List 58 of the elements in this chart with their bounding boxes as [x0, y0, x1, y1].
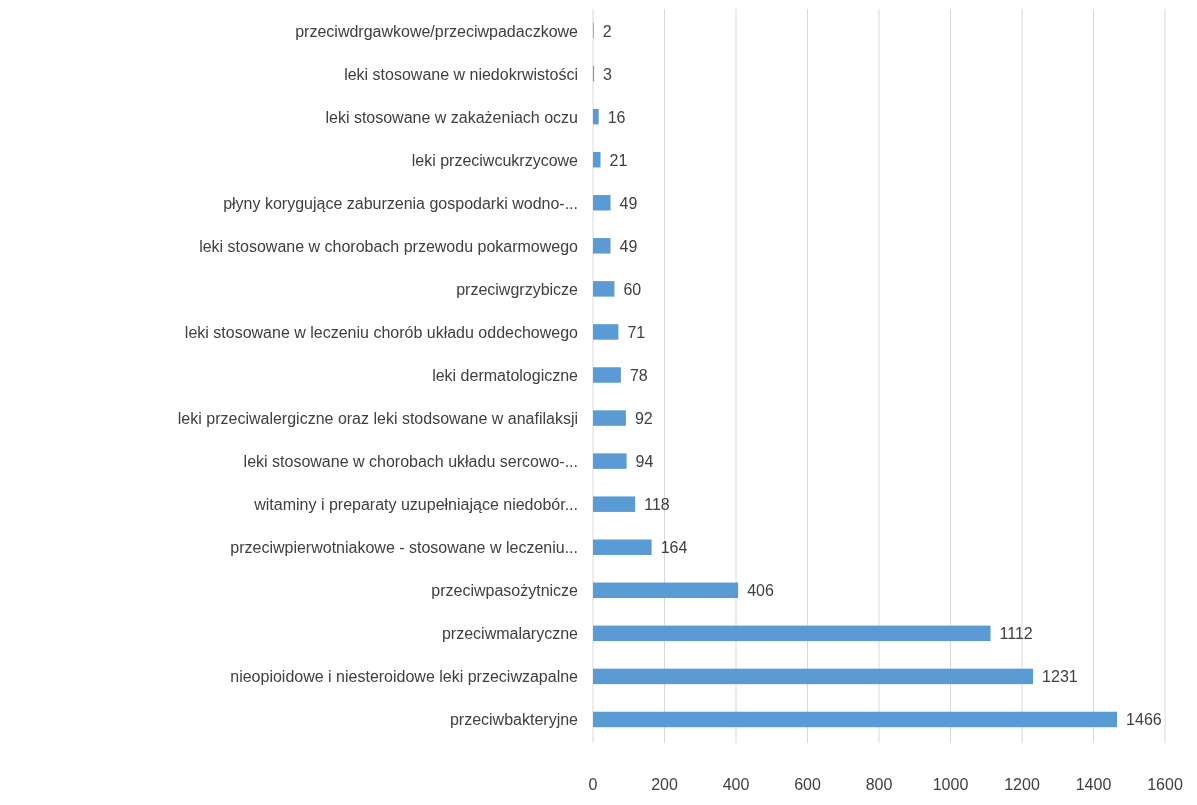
data-label: 21	[609, 151, 628, 169]
y-tick-label: leki stosowane w zakażeniach oczu	[325, 108, 578, 126]
y-tick-label: przeciwgrzybicze	[456, 280, 579, 298]
bar	[593, 367, 621, 383]
x-tick-label: 1400	[1075, 776, 1112, 793]
y-tick-label: leki dermatologiczne	[432, 367, 579, 384]
bar	[593, 625, 991, 642]
data-label: 3	[603, 65, 613, 83]
bar	[593, 668, 1034, 685]
bar	[593, 324, 619, 340]
x-tick-label: 0	[588, 776, 598, 793]
data-label: 1466	[1126, 711, 1162, 729]
data-label: 406	[747, 582, 774, 600]
data-label: 49	[619, 237, 638, 255]
data-label: 49	[619, 194, 638, 212]
x-tick-label: 200	[651, 776, 678, 793]
y-tick-label: przeciwpasożytnicze	[431, 582, 579, 600]
y-tick-label: witaminy i preparaty uzupełniające niedobór...	[253, 496, 578, 514]
data-label: 92	[634, 410, 653, 428]
data-label: 1231	[1042, 668, 1078, 686]
data-label: 71	[627, 323, 646, 341]
x-tick-label: 800	[865, 776, 893, 793]
y-tick-label: przeciwdrgawkowe/przeciwpadaczkowe	[295, 22, 579, 40]
y-tick-label: leki stosowane w niedokrwistości	[344, 65, 578, 83]
bar	[593, 453, 627, 469]
bar	[593, 281, 615, 297]
data-label: 164	[660, 539, 688, 557]
data-label: 2	[602, 22, 612, 40]
bar	[593, 496, 636, 512]
data-label: 16	[607, 108, 626, 126]
y-tick-label: płyny korygujące zaburzenia gospodarki wodno-...	[223, 194, 578, 212]
y-tick-label: leki stosowane w chorobach układu sercowo-...	[243, 453, 578, 471]
x-tick-label: 600	[794, 776, 821, 793]
x-tick-label: 1200	[1004, 776, 1040, 793]
y-tick-label: leki przeciwalergiczne oraz leki stodsowane w anafilaksji	[177, 410, 578, 428]
bar	[593, 539, 652, 555]
bar	[593, 108, 599, 125]
bar	[593, 711, 1118, 728]
y-tick-label: leki przeciwcukrzycowe	[411, 151, 579, 169]
bar	[593, 410, 626, 426]
y-tick-label: przeciwpierwotniakowe - stosowane w leczeniu...	[230, 539, 578, 557]
y-tick-label: przeciwmalaryczne	[441, 625, 579, 643]
y-tick-label: leki stosowane w leczeniu chorób układu oddechowego	[184, 323, 579, 341]
y-tick-label: przeciwbakteryjne	[449, 711, 579, 729]
x-tick-label: 400	[722, 776, 750, 793]
bar	[593, 151, 601, 168]
x-tick-label: 1000	[932, 776, 969, 793]
bar	[593, 238, 611, 254]
data-label: 60	[623, 280, 642, 298]
y-tick-label: leki stosowane w chorobach przewodu pokarmowego	[199, 237, 579, 255]
bar	[593, 195, 611, 211]
data-label: 118	[644, 496, 670, 514]
data-label: 78	[629, 367, 648, 384]
data-label: 1112	[999, 625, 1033, 643]
x-tick-label: 1600	[1147, 776, 1183, 793]
y-tick-label: nieopioidowe i niesteroidowe leki przeciwzapalne	[230, 668, 579, 686]
data-label: 94	[635, 453, 654, 471]
bar	[593, 582, 739, 599]
